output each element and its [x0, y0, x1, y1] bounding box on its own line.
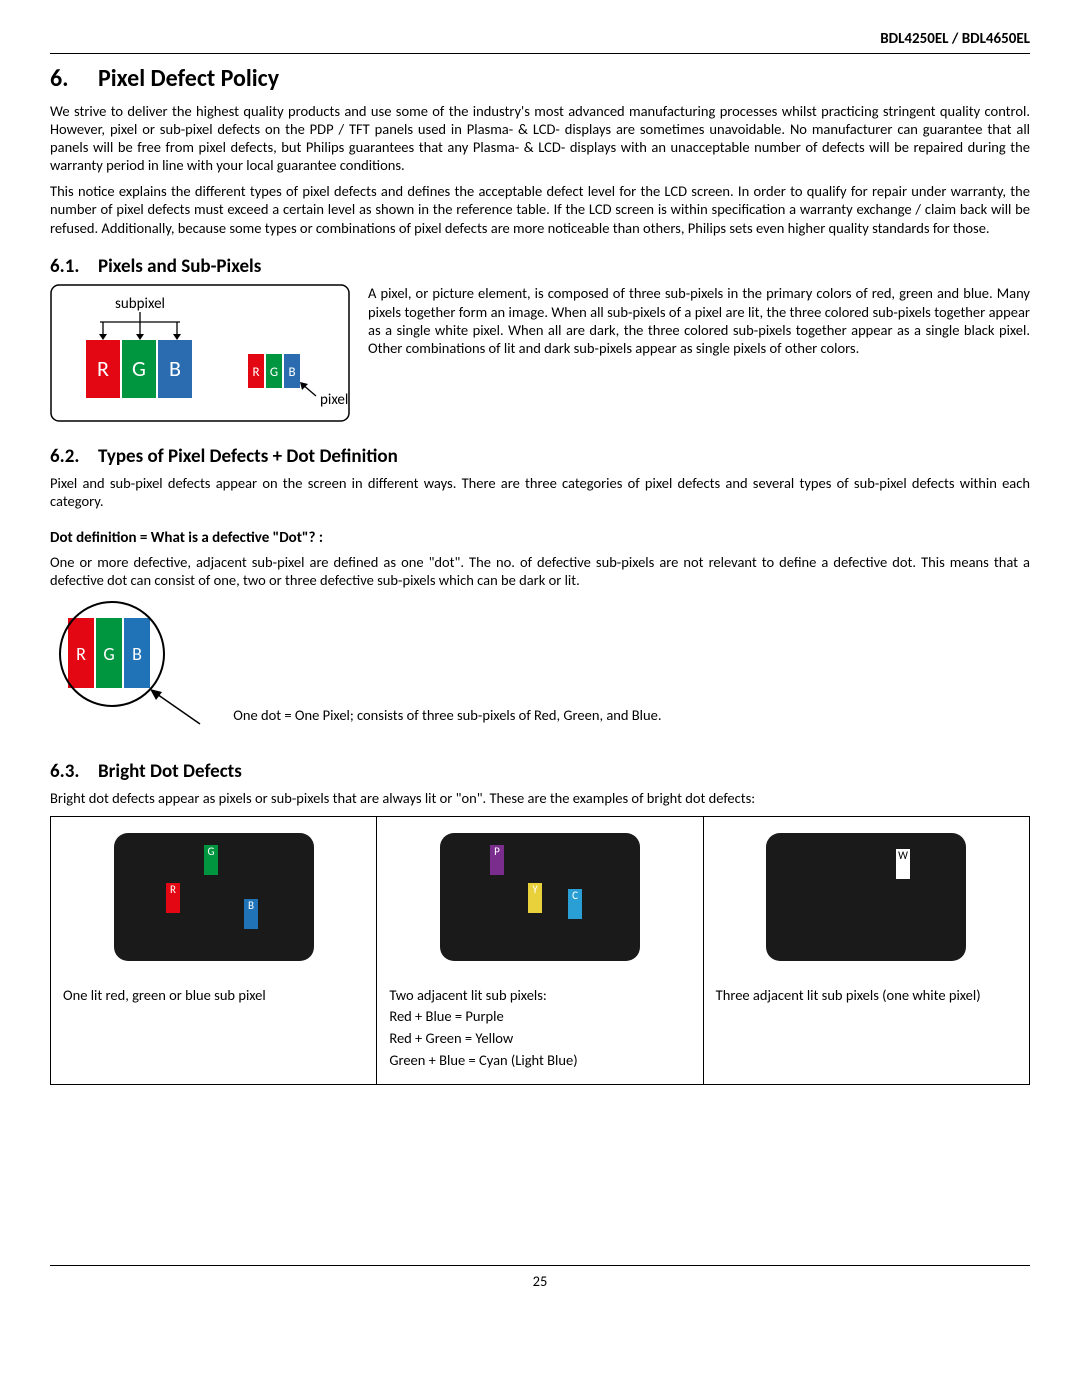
svg-text:G: G	[207, 845, 214, 858]
svg-text:R: R	[76, 643, 86, 665]
h2-61-number: 6.1.	[50, 255, 98, 279]
bright-dot-caption: Three adjacent lit sub pixels (one white…	[716, 985, 1017, 1007]
h1-pixel-defect-policy: 6.Pixel Defect Policy	[50, 64, 1030, 94]
fig-dot-caption: One dot = One Pixel; consists of three s…	[233, 706, 661, 724]
caption-line: Two adjacent lit sub pixels:	[389, 985, 690, 1007]
h3-dot-definition: Dot definition = What is a defective "Do…	[50, 529, 1030, 548]
bright-dot-table: R G B One lit red, green or blue sub pixel P…	[50, 816, 1030, 1085]
svg-text:P: P	[494, 845, 500, 858]
s62-p1: Pixel and sub-pixel defects appear on th…	[50, 474, 1030, 510]
svg-text:G: G	[103, 643, 114, 665]
bright-dot-caption: Two adjacent lit sub pixels:Red + Blue =…	[389, 985, 690, 1072]
fig-subpixel-diagram: RGBRGBsubpixelpixel	[50, 284, 350, 426]
h2-63-number: 6.3.	[50, 760, 98, 784]
h2-types-dot-definition: 6.2.Types of Pixel Defects + Dot Definit…	[50, 445, 1030, 469]
svg-text:G: G	[132, 355, 146, 382]
caption-line: Red + Green = Yellow	[389, 1028, 690, 1050]
h2-62-title: Types of Pixel Defects + Dot Definition	[98, 445, 398, 468]
bright-dot-figure: P Y C	[389, 827, 690, 971]
page-number: 25	[50, 1272, 1030, 1290]
intro-para-1: We strive to deliver the highest quality…	[50, 102, 1030, 175]
svg-text:C: C	[572, 889, 578, 902]
header-model: BDL4250EL / BDL4650EL	[50, 30, 1030, 53]
caption-line: One lit red, green or blue sub pixel	[63, 985, 364, 1007]
h1-title: Pixel Defect Policy	[98, 64, 279, 93]
caption-line: Green + Blue = Cyan (Light Blue)	[389, 1050, 690, 1072]
caption-line: Three adjacent lit sub pixels (one white…	[716, 985, 1017, 1007]
svg-text:W: W	[898, 849, 908, 862]
h2-61-title: Pixels and Sub-Pixels	[98, 255, 261, 278]
bright-dot-cell: R G B One lit red, green or blue sub pixel	[51, 816, 377, 1084]
h1-number: 6.	[50, 64, 98, 94]
bright-dot-cell: W Three adjacent lit sub pixels (one whit…	[703, 816, 1029, 1084]
svg-text:B: B	[248, 899, 254, 912]
s61-text: A pixel, or picture element, is composed…	[368, 284, 1030, 357]
svg-text:R: R	[170, 883, 176, 896]
svg-text:R: R	[252, 365, 259, 380]
header-rule	[50, 53, 1030, 54]
bright-dot-caption: One lit red, green or blue sub pixel	[63, 985, 364, 1007]
bright-dot-figure: R G B	[63, 827, 364, 971]
fig-dot-definition: RGB	[50, 598, 220, 742]
svg-text:Y: Y	[532, 883, 538, 896]
intro-para-2: This notice explains the different types…	[50, 182, 1030, 236]
h2-62-number: 6.2.	[50, 445, 98, 469]
svg-text:G: G	[270, 365, 278, 380]
caption-line: Red + Blue = Purple	[389, 1006, 690, 1028]
s62-p2: One or more defective, adjacent sub-pixe…	[50, 553, 1030, 589]
s63-intro: Bright dot defects appear as pixels or s…	[50, 789, 1030, 807]
svg-text:B: B	[132, 643, 142, 665]
h2-pixels-subpixels: 6.1.Pixels and Sub-Pixels	[50, 255, 1030, 279]
svg-text:B: B	[169, 355, 181, 382]
svg-text:subpixel: subpixel	[115, 295, 165, 313]
svg-text:pixel: pixel	[320, 391, 348, 409]
h2-bright-dot-defects: 6.3.Bright Dot Defects	[50, 760, 1030, 784]
bright-dot-cell: P Y C Two adjacent lit sub pixels:Red + Blu…	[377, 816, 703, 1084]
svg-text:R: R	[97, 355, 109, 382]
bright-dot-figure: W	[716, 827, 1017, 971]
h2-63-title: Bright Dot Defects	[98, 760, 242, 783]
svg-text:B: B	[288, 365, 295, 380]
footer-rule	[50, 1265, 1030, 1266]
